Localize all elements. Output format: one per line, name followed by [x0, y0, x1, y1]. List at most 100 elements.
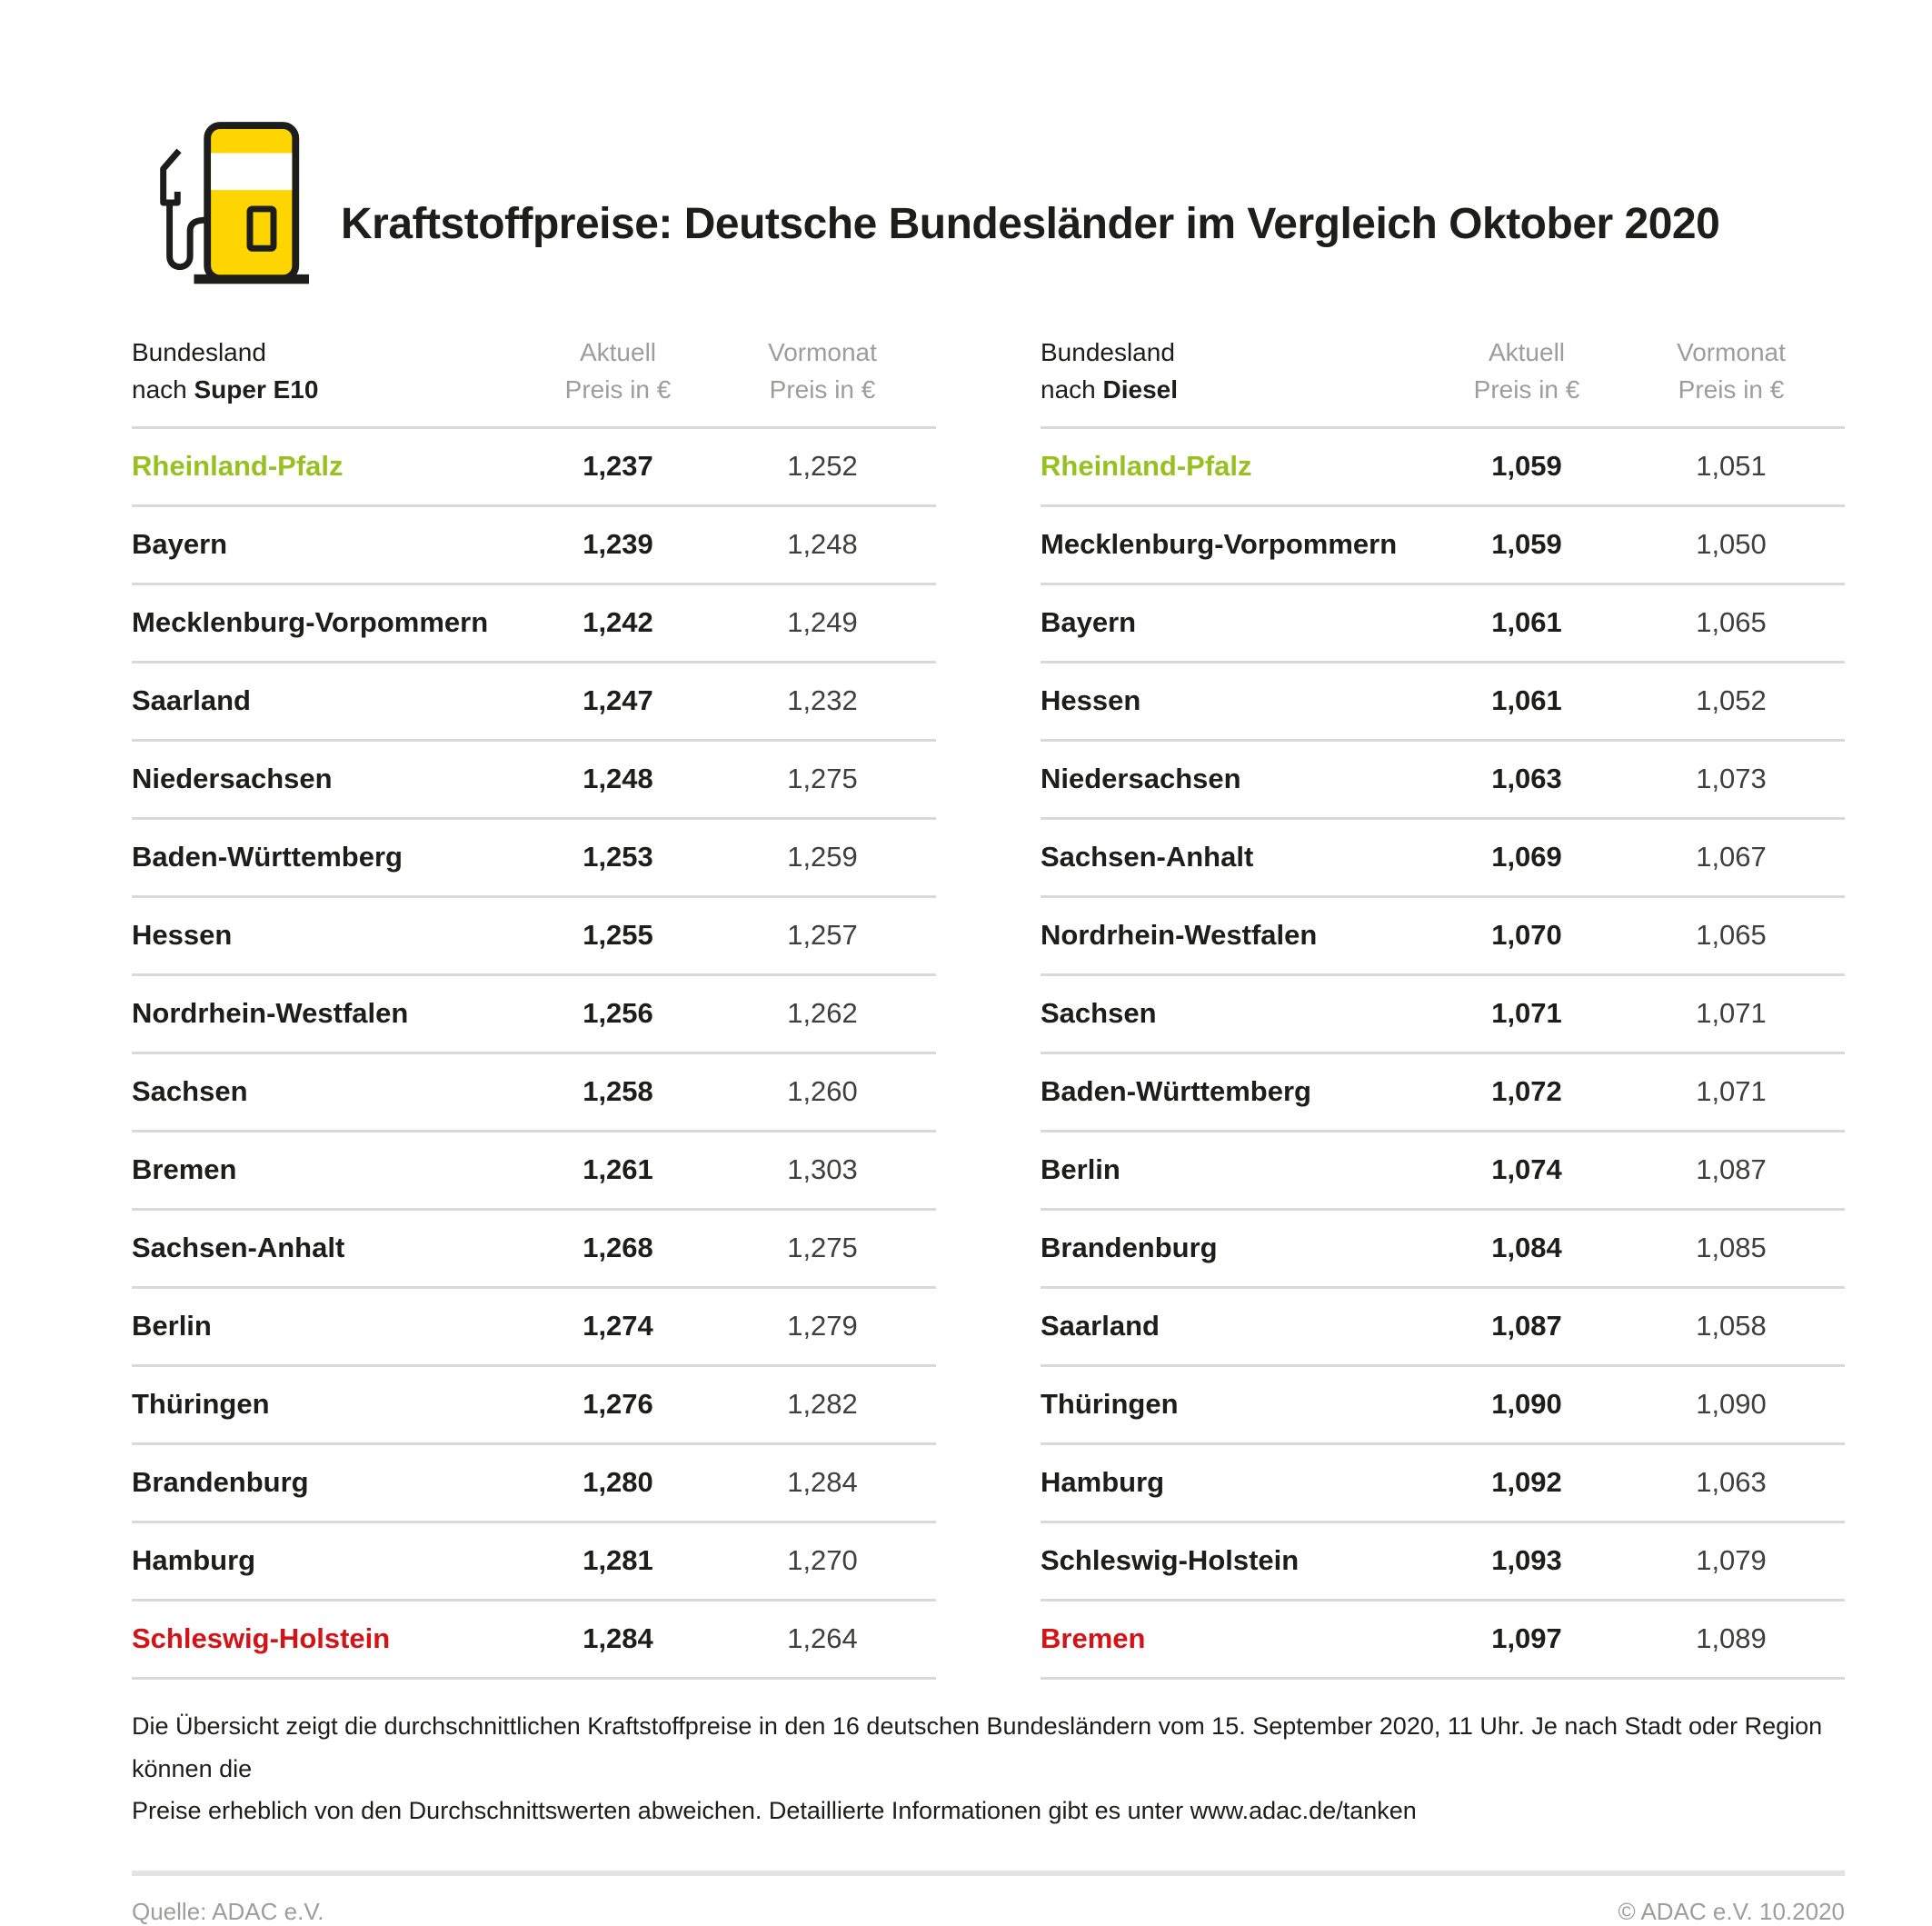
previous-price: 1,058 [1696, 1310, 1767, 1342]
footnote-line: Preise erheblich von den Durchschnittswe… [132, 1797, 1417, 1825]
previous-price: 1,275 [787, 1232, 858, 1264]
price-tables: Bundesland nach Super E10 Aktuell Preis … [132, 334, 1845, 1681]
table-row: Sachsen 1,258 1,260 [132, 1054, 936, 1133]
table-row: Bremen 1,097 1,089 [1041, 1602, 1845, 1681]
state-name: Nordrhein-Westfalen [132, 997, 409, 1030]
table-row: Schleswig-Holstein 1,093 1,079 [1041, 1523, 1845, 1602]
column-header-bundesland: Bundesland nach Super E10 [132, 334, 527, 408]
previous-price: 1,063 [1696, 1466, 1767, 1499]
previous-price: 1,050 [1696, 528, 1767, 561]
state-name: Niedersachsen [1041, 763, 1241, 795]
current-price: 1,061 [1491, 606, 1562, 639]
header: Kraftstoffpreise: Deutsche Bundesländer … [132, 102, 1845, 304]
current-price: 1,284 [583, 1622, 653, 1655]
previous-price: 1,051 [1696, 450, 1767, 483]
previous-price: 1,071 [1696, 997, 1767, 1030]
page-title: Kraftstoffpreise: Deutsche Bundesländer … [341, 199, 1720, 248]
table-row: Thüringen 1,276 1,282 [132, 1367, 936, 1446]
column-header-vormonat: Vormonat Preis in € [709, 334, 936, 408]
state-name: Saarland [1041, 1310, 1160, 1342]
pump-display [246, 205, 277, 252]
previous-price: 1,052 [1696, 684, 1767, 717]
previous-price: 1,259 [787, 841, 858, 873]
state-name: Sachsen [132, 1075, 248, 1108]
previous-price: 1,248 [787, 528, 858, 561]
table-row: Berlin 1,074 1,087 [1041, 1133, 1845, 1212]
header-line: Preis in € [1678, 374, 1785, 404]
table-row: Niedersachsen 1,248 1,275 [132, 742, 936, 821]
table-body: Rheinland-Pfalz 1,237 1,252 Bayern 1,239 1,24… [132, 429, 936, 1681]
state-name: Baden-Württemberg [132, 841, 403, 873]
current-price: 1,063 [1491, 763, 1562, 795]
state-name: Schleswig-Holstein [1041, 1544, 1300, 1577]
table-super-e10: Bundesland nach Super E10 Aktuell Preis … [132, 334, 936, 1681]
current-price: 1,087 [1491, 1310, 1562, 1342]
previous-price: 1,085 [1696, 1232, 1767, 1264]
pump-band [211, 153, 293, 191]
previous-price: 1,262 [787, 997, 858, 1030]
previous-price: 1,067 [1696, 841, 1767, 873]
previous-price: 1,270 [787, 1544, 858, 1577]
header-line: Vormonat [1677, 338, 1786, 366]
table-body: Rheinland-Pfalz 1,059 1,051 Mecklenburg-Vor… [1041, 429, 1845, 1681]
state-name: Berlin [1041, 1153, 1120, 1186]
state-name: Niedersachsen [132, 763, 333, 795]
state-name: Nordrhein-Westfalen [1041, 919, 1318, 952]
pump-body [204, 122, 300, 283]
header-line: Bundesland [132, 338, 266, 366]
footnote-line: Die Übersicht zeigt die durchschnittlich… [132, 1712, 1823, 1782]
current-price: 1,274 [583, 1310, 653, 1342]
header-line: Preis in € [769, 374, 876, 404]
previous-price: 1,303 [787, 1153, 858, 1186]
previous-price: 1,282 [787, 1388, 858, 1421]
current-price: 1,070 [1491, 919, 1562, 952]
current-price: 1,255 [583, 919, 653, 952]
fuel-pump-icon [160, 122, 309, 284]
table-row: Hessen 1,255 1,257 [132, 898, 936, 977]
copyright: © ADAC e.V. 10.2020 [1618, 1897, 1845, 1925]
table-row: Berlin 1,274 1,279 [132, 1289, 936, 1368]
column-header-aktuell: Aktuell Preis in € [527, 334, 709, 408]
table-row: Rheinland-Pfalz 1,237 1,252 [132, 429, 936, 508]
credits: Quelle: ADAC e.V. © ADAC e.V. 10.2020 [132, 1898, 1845, 1926]
previous-price: 1,232 [787, 684, 858, 717]
footnote: Die Übersicht zeigt die durchschnittlich… [132, 1705, 1845, 1831]
current-price: 1,248 [583, 763, 653, 795]
current-price: 1,069 [1491, 841, 1562, 873]
previous-price: 1,090 [1696, 1388, 1767, 1421]
current-price: 1,256 [583, 997, 653, 1030]
state-name: Thüringen [1041, 1388, 1179, 1421]
column-header-vormonat: Vormonat Preis in € [1618, 334, 1845, 408]
header-line: Preis in € [1473, 374, 1580, 404]
source-credit: Quelle: ADAC e.V. [132, 1897, 324, 1925]
state-name: Brandenburg [1041, 1232, 1218, 1264]
table-row: Hamburg 1,092 1,063 [1041, 1445, 1845, 1524]
current-price: 1,059 [1491, 450, 1562, 483]
state-name: Bayern [1041, 606, 1137, 639]
pump-hose [166, 203, 208, 271]
state-name: Schleswig-Holstein [132, 1622, 391, 1655]
previous-price: 1,079 [1696, 1544, 1767, 1577]
state-name: Berlin [132, 1310, 212, 1342]
previous-price: 1,279 [787, 1310, 858, 1342]
header-line: Aktuell [1488, 338, 1566, 366]
header-line: nach [132, 374, 194, 404]
fuel-type-label: Super E10 [194, 374, 319, 404]
previous-price: 1,087 [1696, 1153, 1767, 1186]
header-line: Vormonat [768, 338, 877, 366]
previous-price: 1,275 [787, 763, 858, 795]
current-price: 1,280 [583, 1466, 653, 1499]
divider [132, 1870, 1845, 1876]
table-row: Saarland 1,247 1,232 [132, 664, 936, 743]
current-price: 1,072 [1491, 1075, 1562, 1108]
header-line: nach [1041, 374, 1103, 404]
previous-price: 1,257 [787, 919, 858, 952]
table-row: Niedersachsen 1,063 1,073 [1041, 742, 1845, 821]
current-price: 1,237 [583, 450, 653, 483]
table-diesel: Bundesland nach Diesel Aktuell Preis in … [1041, 334, 1845, 1681]
state-name: Bremen [132, 1153, 237, 1186]
table-row: Schleswig-Holstein 1,284 1,264 [132, 1602, 936, 1681]
state-name: Brandenburg [132, 1466, 309, 1499]
fuel-type-label: Diesel [1102, 374, 1179, 404]
current-price: 1,097 [1491, 1622, 1562, 1655]
